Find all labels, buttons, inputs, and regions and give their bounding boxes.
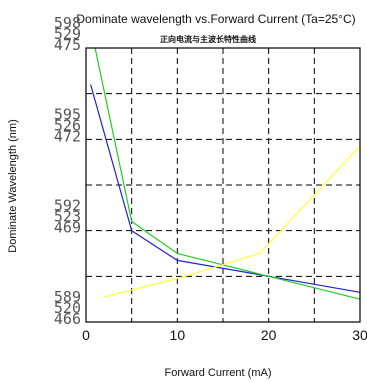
y-tick-label: 592 [54, 197, 81, 215]
y-tick-label: 469 [54, 219, 81, 237]
y-tick-label: 466 [54, 310, 81, 328]
x-tick-label: 0 [82, 327, 90, 343]
y-tick-label: 598 [54, 14, 81, 32]
x-tick-label: 20 [261, 327, 277, 343]
x-tick-label: 10 [170, 327, 186, 343]
y-tick-label: 589 [54, 288, 81, 306]
x-axis-label: Forward Current (mA) [165, 367, 272, 379]
chart-title: Dominate wavelength vs.Forward Current (… [76, 12, 355, 26]
grid [86, 48, 360, 322]
y-axis-label: Dominate Wavelength (nm) [7, 119, 19, 252]
y-tick-label: 526 [54, 116, 81, 134]
y-tick-label: 520 [54, 299, 81, 317]
plot-frame [85, 47, 361, 323]
y-tick-label: 529 [54, 25, 81, 43]
series-line-2 [94, 47, 361, 300]
y-tick-label: 472 [54, 127, 81, 145]
x-ticks: 0 10 20 30 [82, 327, 367, 343]
y-tick-label: 523 [54, 208, 81, 226]
y-tick-label: 595 [54, 105, 81, 123]
y-tick-label: 475 [54, 36, 81, 54]
plot-lines [90, 47, 361, 300]
series-line-3 [104, 145, 361, 298]
series-line-1 [90, 84, 361, 293]
chart-subtitle: 正向电流与主波长特性曲线 [160, 34, 256, 44]
x-tick-label: 30 [352, 327, 367, 343]
